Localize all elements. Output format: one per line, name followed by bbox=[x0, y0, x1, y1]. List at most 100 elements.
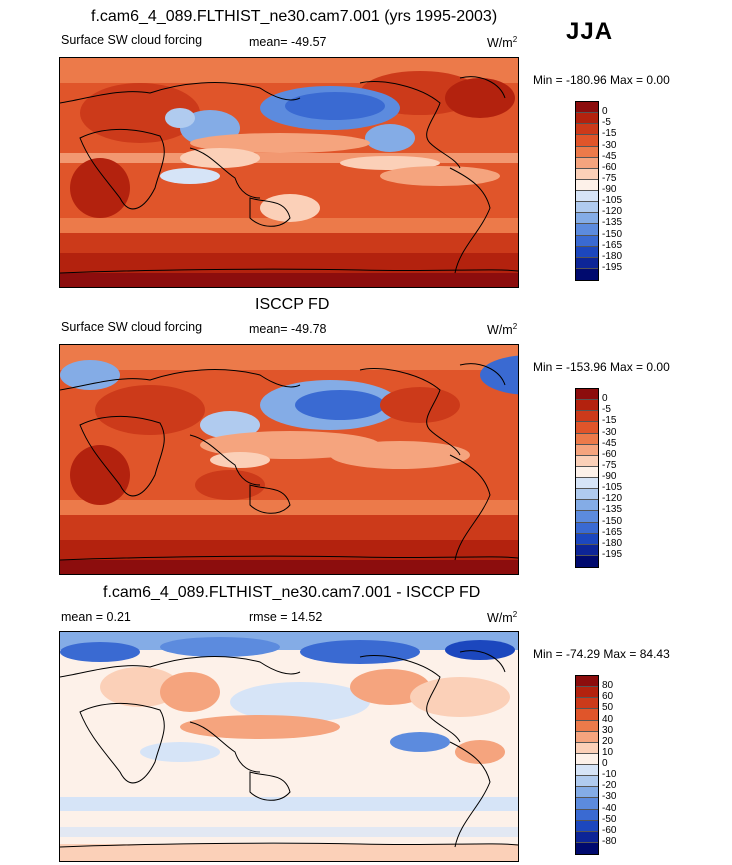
colorbar-tick-label: 80 bbox=[602, 680, 614, 692]
colorbar-tick-label: -135 bbox=[602, 504, 623, 516]
colorbar-tick-label: 0 bbox=[602, 758, 608, 769]
colorbar-tick-label: 40 bbox=[602, 713, 614, 725]
colorbar-swatch bbox=[576, 842, 598, 854]
colorbar-swatch bbox=[576, 389, 598, 401]
colorbar-tick-label: -60 bbox=[602, 161, 617, 173]
panel1-mean: mean= -49.57 bbox=[249, 35, 327, 49]
panel1-colorbar bbox=[575, 101, 599, 281]
panel3-mean: mean = 0.21 bbox=[61, 610, 131, 624]
colorbar-tick-label: -50 bbox=[602, 813, 617, 825]
colorbar-swatch bbox=[576, 466, 598, 478]
panel2-map-svg bbox=[60, 345, 518, 574]
colorbar-swatch bbox=[576, 742, 598, 754]
colorbar-tick-label: -120 bbox=[602, 206, 623, 218]
colorbar-swatch bbox=[576, 224, 598, 236]
colorbar-tick-label: 0 bbox=[602, 106, 608, 118]
panel1-units: W/m2 bbox=[487, 35, 518, 51]
colorbar-tick-label: -5 bbox=[602, 117, 611, 129]
panel2-units: W/m2 bbox=[487, 322, 518, 338]
colorbar-tick-label: -75 bbox=[602, 172, 617, 184]
colorbar-swatch bbox=[576, 157, 598, 169]
colorbar-swatch bbox=[576, 202, 598, 214]
colorbar-tick-label: -105 bbox=[602, 482, 623, 494]
colorbar-tick-label: -150 bbox=[602, 515, 623, 527]
colorbar-swatch bbox=[576, 720, 598, 732]
colorbar-swatch bbox=[576, 179, 598, 191]
colorbar-swatch bbox=[576, 776, 598, 788]
colorbar-tick-label: -180 bbox=[602, 250, 623, 262]
panel1-map bbox=[59, 57, 519, 288]
panel2-minmax: Min = -153.96 Max = 0.00 bbox=[533, 360, 670, 374]
colorbar-swatch bbox=[576, 765, 598, 777]
colorbar-tick-label: -30 bbox=[602, 426, 617, 438]
colorbar-swatch bbox=[576, 124, 598, 136]
colorbar-swatch bbox=[576, 146, 598, 158]
colorbar-swatch bbox=[576, 400, 598, 412]
panel1-variable-label: Surface SW cloud forcing bbox=[61, 33, 203, 47]
colorbar-tick-label: 10 bbox=[602, 746, 614, 758]
season-label: JJA bbox=[566, 18, 614, 45]
panel1-title: f.cam6_4_089.FLTHIST_ne30.cam7.001 (yrs … bbox=[91, 8, 498, 25]
colorbar-swatch bbox=[576, 511, 598, 523]
colorbar-swatch bbox=[576, 709, 598, 721]
panel3-units: W/m2 bbox=[487, 610, 518, 626]
colorbar-tick-label: 60 bbox=[602, 691, 614, 703]
colorbar-swatch bbox=[576, 753, 598, 765]
colorbar-swatch bbox=[576, 489, 598, 501]
colorbar-tick-label: -15 bbox=[602, 415, 617, 427]
colorbar-swatch bbox=[576, 731, 598, 743]
colorbar-tick-label: 20 bbox=[602, 735, 614, 747]
colorbar-swatch bbox=[576, 455, 598, 467]
colorbar-swatch bbox=[576, 522, 598, 534]
colorbar-tick-label: 50 bbox=[602, 702, 614, 714]
panel2-title: ISCCP FD bbox=[255, 296, 330, 313]
colorbar-swatch bbox=[576, 444, 598, 456]
colorbar-swatch bbox=[576, 135, 598, 147]
colorbar-tick-label: -150 bbox=[602, 228, 623, 240]
colorbar-swatch bbox=[576, 102, 598, 114]
panel3-minmax: Min = -74.29 Max = 84.43 bbox=[533, 647, 670, 661]
colorbar-swatch bbox=[576, 257, 598, 269]
colorbar-swatch bbox=[576, 191, 598, 203]
colorbar-swatch bbox=[576, 544, 598, 556]
colorbar-tick-label: -105 bbox=[602, 195, 623, 207]
colorbar-tick-label: -135 bbox=[602, 217, 623, 229]
colorbar-swatch bbox=[576, 555, 598, 567]
colorbar-tick-label: -75 bbox=[602, 459, 617, 471]
colorbar-swatch bbox=[576, 235, 598, 247]
panel1-map-svg bbox=[60, 58, 518, 287]
colorbar-tick-label: -15 bbox=[602, 128, 617, 140]
panel2-map bbox=[59, 344, 519, 575]
colorbar-swatch bbox=[576, 676, 598, 688]
colorbar-swatch bbox=[576, 268, 598, 280]
colorbar-swatch bbox=[576, 500, 598, 512]
panel3-map-svg bbox=[60, 632, 518, 861]
colorbar-swatch bbox=[576, 687, 598, 699]
colorbar-tick-label: -5 bbox=[602, 404, 611, 416]
colorbar-tick-label: -120 bbox=[602, 493, 623, 505]
colorbar-tick-label: -165 bbox=[602, 526, 623, 538]
colorbar-tick-label: -165 bbox=[602, 239, 623, 251]
panel3-title: f.cam6_4_089.FLTHIST_ne30.cam7.001 - ISC… bbox=[103, 584, 481, 601]
colorbar-swatch bbox=[576, 213, 598, 225]
panel1-minmax: Min = -180.96 Max = 0.00 bbox=[533, 73, 670, 87]
colorbar-swatch bbox=[576, 478, 598, 490]
colorbar-swatch bbox=[576, 820, 598, 832]
panel3-map bbox=[59, 631, 519, 862]
colorbar-tick-label: -30 bbox=[602, 139, 617, 151]
colorbar-swatch bbox=[576, 787, 598, 799]
colorbar-swatch bbox=[576, 246, 598, 258]
colorbar-tick-label: -45 bbox=[602, 150, 617, 162]
colorbar-tick-label: -10 bbox=[602, 769, 617, 781]
colorbar-swatch bbox=[576, 798, 598, 810]
colorbar-swatch bbox=[576, 422, 598, 434]
panel3-rmse: rmse = 14.52 bbox=[249, 610, 323, 624]
colorbar-swatch bbox=[576, 698, 598, 710]
colorbar-tick-label: -180 bbox=[602, 537, 623, 549]
panel2-mean: mean= -49.78 bbox=[249, 322, 327, 336]
colorbar-tick-label: -195 bbox=[602, 548, 623, 560]
colorbar-swatch bbox=[576, 433, 598, 445]
colorbar-tick-label: -195 bbox=[602, 261, 623, 273]
colorbar-swatch bbox=[576, 809, 598, 821]
colorbar-tick-label: -80 bbox=[602, 835, 617, 847]
